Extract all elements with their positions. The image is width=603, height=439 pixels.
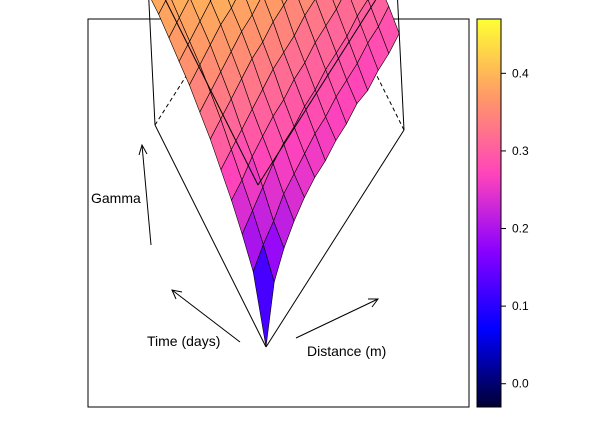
z-axis: Gamma (91, 143, 152, 246)
y-axis-label: Distance (m) (307, 343, 386, 359)
surface-mesh (151, 0, 400, 348)
box-edge (164, 0, 259, 186)
surface-facet (252, 243, 275, 348)
colorbar: 0.0 0.1 0.2 0.3 0.4 (476, 18, 529, 408)
surface-facet (281, 0, 288, 6)
colorbar-tick-label: 0.1 (512, 299, 529, 313)
box-edge (257, 0, 377, 186)
box-edge (265, 129, 405, 348)
box-edge (397, 0, 405, 131)
z-axis-label: Gamma (91, 190, 141, 206)
box-edge (148, 0, 156, 126)
surface-facet (332, 0, 342, 10)
colorbar-tick-label: 0.4 (512, 66, 529, 80)
colorbar-fill (476, 18, 502, 408)
x-axis: Time (days) (147, 289, 241, 349)
colorbar-tick-label: 0.2 (512, 222, 529, 236)
box-edge (154, 124, 267, 348)
x-axis-label: Time (days) (147, 333, 220, 349)
box-front-edges (148, 0, 405, 348)
colorbar-tick-label: 0.3 (512, 144, 529, 158)
surface-facet (227, 0, 236, 9)
colorbar-tick-label: 0.0 (512, 377, 529, 391)
y-axis: Distance (m) (295, 298, 386, 359)
colorbar-ticks: 0.0 0.1 0.2 0.3 0.4 (501, 66, 529, 391)
